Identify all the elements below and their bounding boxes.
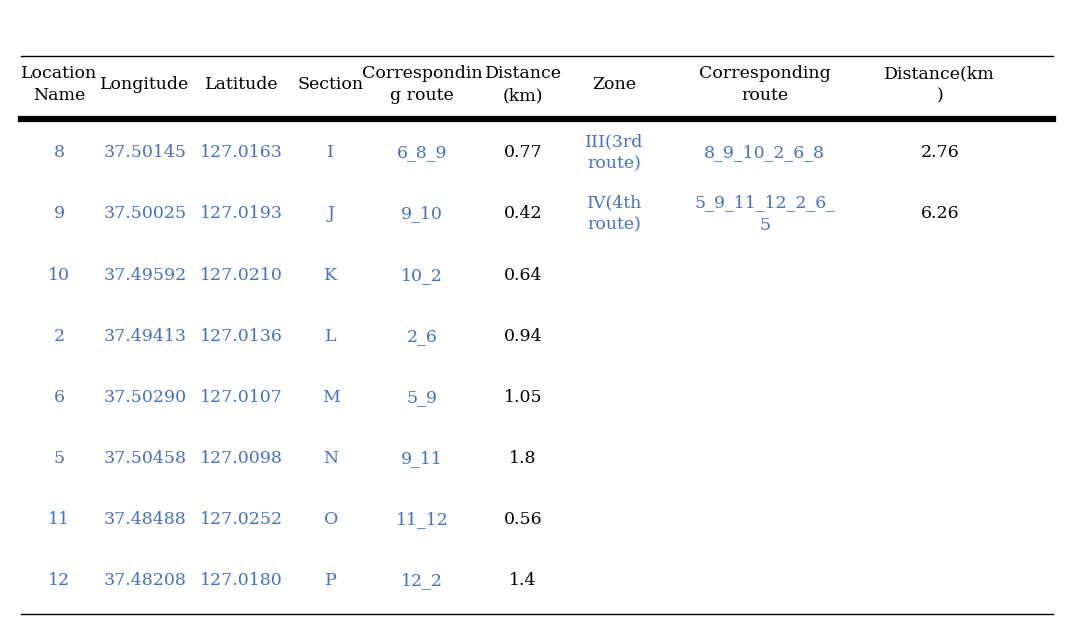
Text: K: K: [324, 266, 337, 283]
Text: 37.48488: 37.48488: [103, 511, 187, 528]
Text: 10_2: 10_2: [402, 266, 442, 283]
Text: 37.49592: 37.49592: [103, 266, 187, 283]
Text: 0.77: 0.77: [504, 144, 542, 161]
Text: 37.50458: 37.50458: [103, 450, 187, 467]
Text: O: O: [323, 511, 338, 528]
Text: 37.50290: 37.50290: [103, 389, 187, 406]
Text: 37.49413: 37.49413: [103, 328, 187, 345]
Text: 0.94: 0.94: [504, 328, 542, 345]
Text: Location
Name: Location Name: [21, 65, 97, 104]
Text: 1.4: 1.4: [509, 572, 537, 589]
Text: 37.48208: 37.48208: [103, 572, 187, 589]
Text: 12: 12: [48, 572, 70, 589]
Text: 9_11: 9_11: [402, 450, 442, 467]
Text: 5_9: 5_9: [407, 389, 437, 406]
Text: J: J: [328, 206, 334, 223]
Text: III(3rd
route): III(3rd route): [585, 133, 643, 172]
Text: 127.0163: 127.0163: [200, 144, 284, 161]
Text: I: I: [328, 144, 334, 161]
Text: 127.0107: 127.0107: [200, 389, 284, 406]
Text: Correspondin
g route: Correspondin g route: [362, 65, 482, 104]
Text: 12_2: 12_2: [401, 572, 444, 589]
Text: 37.50025: 37.50025: [103, 206, 187, 223]
Text: L: L: [325, 328, 336, 345]
Text: 8_9_10_2_6_8: 8_9_10_2_6_8: [705, 144, 825, 161]
Text: 11: 11: [48, 511, 70, 528]
Text: 2_6: 2_6: [407, 328, 437, 345]
Text: Corresponding
route: Corresponding route: [699, 65, 830, 104]
Text: 9_10: 9_10: [402, 206, 442, 223]
Text: 6_8_9: 6_8_9: [396, 144, 448, 161]
Text: 0.64: 0.64: [504, 266, 542, 283]
Text: IV(4th
route): IV(4th route): [586, 194, 642, 234]
Text: 127.0210: 127.0210: [200, 266, 284, 283]
Text: Latitude: Latitude: [205, 76, 278, 93]
Text: 37.50145: 37.50145: [103, 144, 187, 161]
Text: 5: 5: [54, 450, 64, 467]
Text: 2.76: 2.76: [920, 144, 959, 161]
Text: 0.56: 0.56: [504, 511, 542, 528]
Text: 10: 10: [48, 266, 70, 283]
Text: 8: 8: [54, 144, 64, 161]
Text: 127.0180: 127.0180: [200, 572, 284, 589]
Text: 9: 9: [54, 206, 64, 223]
Text: Section: Section: [297, 76, 364, 93]
Text: 127.0098: 127.0098: [200, 450, 284, 467]
Text: 11_12: 11_12: [395, 511, 449, 528]
Text: 1.8: 1.8: [509, 450, 537, 467]
Text: M: M: [322, 389, 339, 406]
Text: 6.26: 6.26: [920, 206, 959, 223]
Text: 2: 2: [54, 328, 64, 345]
Text: 127.0136: 127.0136: [200, 328, 284, 345]
Text: Longitude: Longitude: [100, 76, 190, 93]
Text: Zone: Zone: [593, 76, 636, 93]
Text: Distance
(km): Distance (km): [484, 65, 562, 104]
Text: 127.0252: 127.0252: [200, 511, 284, 528]
Text: 1.05: 1.05: [504, 389, 542, 406]
Text: 6: 6: [54, 389, 64, 406]
Text: P: P: [325, 572, 336, 589]
Text: 0.42: 0.42: [504, 206, 542, 223]
Text: N: N: [323, 450, 338, 467]
Text: 5_9_11_12_2_6_
5: 5_9_11_12_2_6_ 5: [694, 194, 836, 234]
Text: Distance(km
): Distance(km ): [884, 65, 996, 104]
Text: 127.0193: 127.0193: [200, 206, 284, 223]
